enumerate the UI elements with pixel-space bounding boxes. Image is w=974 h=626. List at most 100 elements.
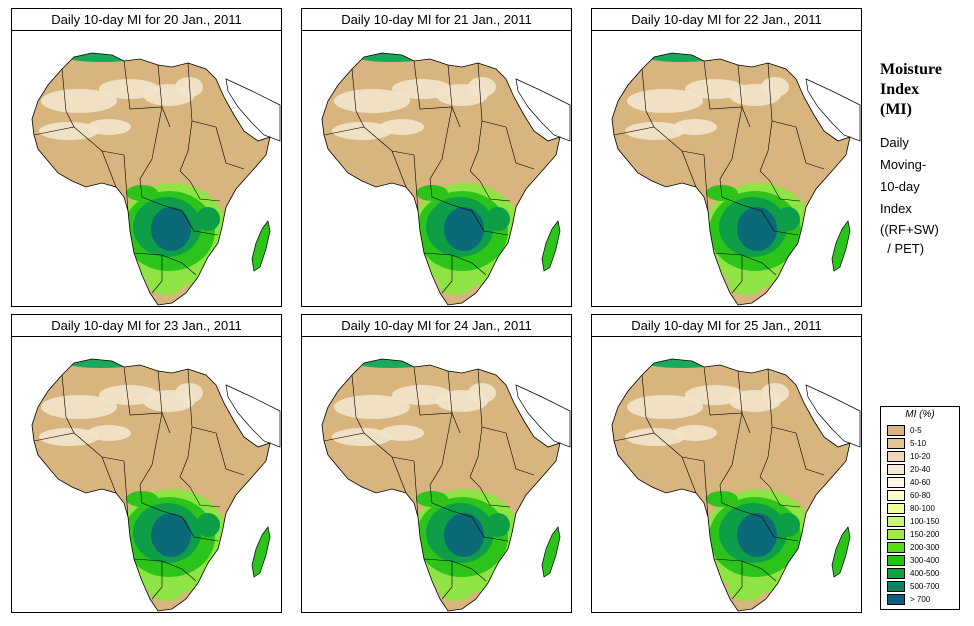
arabia-outline: [225, 78, 281, 142]
africa-map: [301, 30, 572, 307]
country-border: [215, 126, 245, 170]
country-border: [61, 374, 75, 434]
country-border: [141, 196, 219, 236]
legend-label: 400-500: [910, 569, 940, 578]
country-border: [323, 126, 415, 156]
country-border: [157, 64, 163, 108]
africa-map: [591, 336, 862, 613]
madagascar: [541, 526, 561, 578]
madagascar: [541, 220, 561, 272]
index-description: Daily Moving- 10-day Index: [880, 132, 974, 220]
moisture-zone: [416, 491, 448, 507]
country-border: [737, 370, 743, 414]
legend-swatch: [887, 503, 905, 514]
description-line: Daily: [880, 135, 909, 150]
desert-patch: [761, 383, 789, 403]
country-border: [613, 126, 705, 156]
legend-title: MI (%): [905, 409, 935, 420]
legend-item: 40-60: [887, 477, 957, 488]
country-border: [157, 370, 163, 414]
country-border: [123, 60, 171, 128]
legend-item: 400-500: [887, 568, 957, 579]
country-border: [123, 366, 171, 434]
africa-map-svg: [611, 52, 861, 306]
desert-patch: [625, 122, 685, 140]
country-border: [505, 432, 535, 476]
legend-swatch: [887, 594, 905, 605]
country-border: [33, 432, 125, 462]
index-title-line: (MI): [880, 101, 912, 118]
country-border: [713, 252, 777, 276]
panel-title: Daily 10-day MI for 20 Jan., 2011: [11, 8, 282, 31]
country-border: [703, 154, 709, 212]
desert-patch: [380, 425, 424, 441]
country-border: [123, 460, 129, 518]
moisture-zone: [196, 513, 220, 537]
wet-core: [151, 513, 191, 557]
desert-patch: [175, 383, 203, 403]
country-border: [429, 106, 453, 198]
moisture-zone: [776, 207, 800, 231]
coastline: [321, 358, 561, 612]
country-border: [179, 426, 193, 478]
country-border: [215, 432, 245, 476]
country-border: [413, 154, 419, 212]
country-border: [413, 460, 419, 518]
wet-core: [444, 513, 484, 557]
country-border: [759, 120, 773, 172]
country-border: [703, 366, 751, 434]
desert-patch: [332, 122, 392, 140]
map-panel: Daily 10-day MI for 25 Jan., 2011: [591, 314, 862, 613]
desert-patch: [627, 89, 703, 113]
desert-patch: [87, 425, 131, 441]
country-border: [351, 68, 365, 128]
moisture-zone: [776, 513, 800, 537]
country-border: [179, 120, 193, 172]
madagascar: [251, 526, 271, 578]
country-border: [447, 370, 453, 414]
wet-core: [737, 513, 777, 557]
legend-item: 10-20: [887, 451, 957, 462]
country-border: [429, 412, 453, 504]
country-border: [423, 558, 487, 582]
arabia-outline: [515, 78, 571, 142]
desert-patch: [468, 77, 496, 97]
desert-patch: [625, 428, 685, 446]
legend-swatch: [887, 542, 905, 553]
index-formula: ((RF+SW) / PET): [880, 220, 974, 258]
map-panel: Daily 10-day MI for 22 Jan., 2011: [591, 8, 862, 307]
legend-label: 40-60: [910, 478, 931, 487]
country-border: [431, 196, 509, 236]
coastline: [31, 52, 271, 306]
country-border: [795, 432, 825, 476]
africa-map-svg: [31, 358, 281, 612]
legend-label: 10-20: [910, 452, 931, 461]
desert-patch: [332, 428, 392, 446]
country-border: [33, 126, 125, 156]
country-border: [441, 255, 453, 294]
description-line: Index: [880, 201, 912, 216]
moisture-zone: [126, 491, 158, 507]
moisture-zone: [728, 577, 764, 601]
africa-map: [11, 30, 282, 307]
country-border: [681, 150, 697, 188]
desert-patch: [627, 395, 703, 419]
formula-line: ((RF+SW): [880, 222, 939, 237]
index-title-line: Index: [880, 81, 920, 98]
legend-label: 60-80: [910, 491, 931, 500]
description-line: 10-day: [880, 179, 920, 194]
arabia-outline: [805, 78, 861, 142]
desert-patch: [334, 89, 410, 113]
moisture-zone: [486, 513, 510, 537]
africa-map: [591, 30, 862, 307]
country-border: [795, 126, 825, 170]
legend-swatch: [887, 477, 905, 488]
country-border: [351, 374, 365, 434]
wet-core: [151, 207, 191, 251]
coastline: [31, 358, 271, 612]
country-border: [681, 456, 697, 494]
moisture-field: [625, 53, 815, 295]
moisture-zone: [728, 271, 764, 295]
moisture-zone: [148, 577, 184, 601]
country-border: [441, 561, 453, 600]
